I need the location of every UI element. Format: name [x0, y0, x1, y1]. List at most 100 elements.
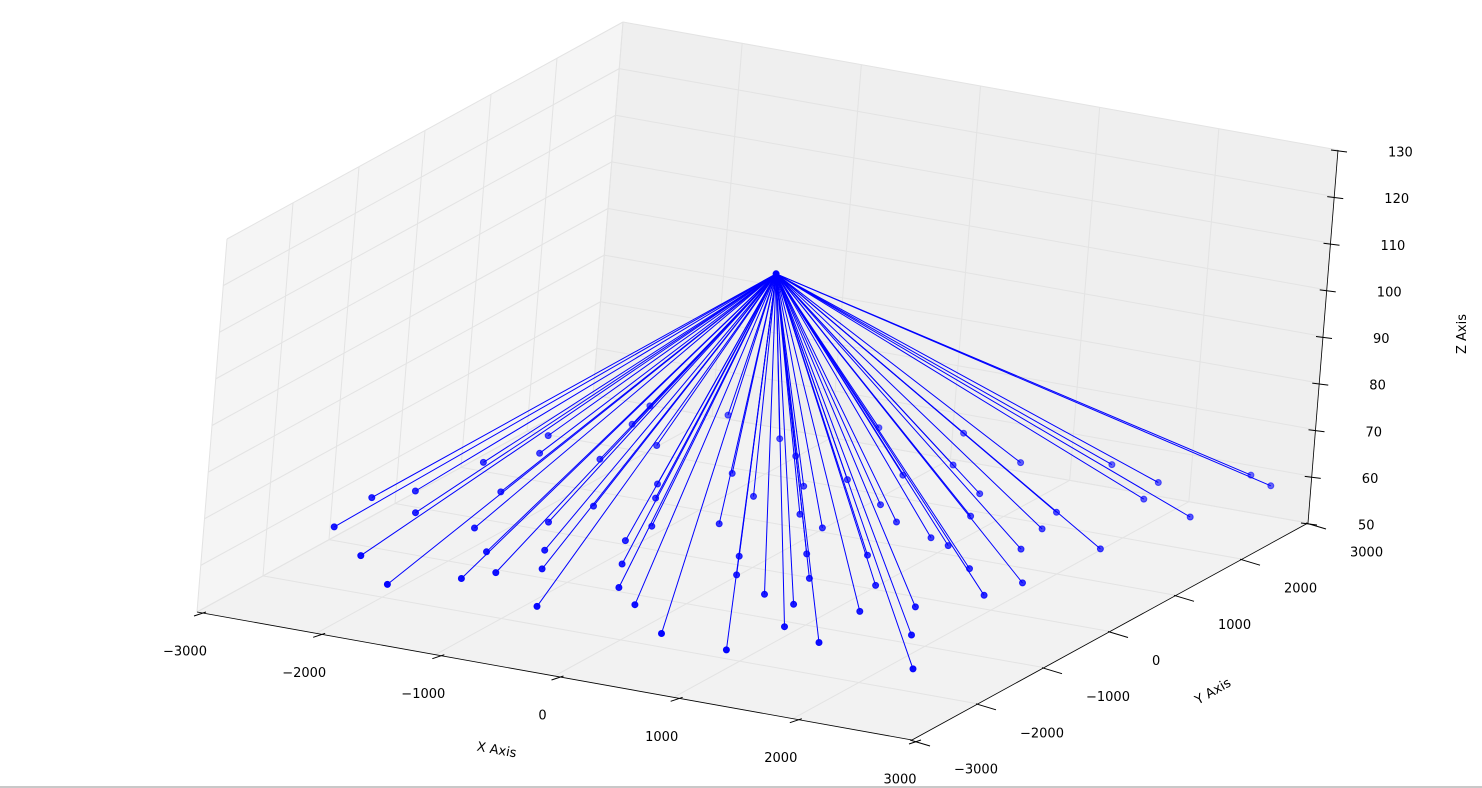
- x-tick-label: 2000: [764, 751, 797, 766]
- z-tick-label: 50: [1358, 519, 1375, 534]
- data-point: [330, 523, 338, 531]
- apex-point: [772, 270, 780, 278]
- data-point: [653, 442, 661, 449]
- x-tick-mark: [670, 696, 683, 702]
- data-line: [544, 273, 777, 551]
- grid-line-z-back: [604, 254, 1320, 384]
- z-tick-mark: [1330, 149, 1348, 153]
- data-point: [658, 630, 665, 637]
- data-line: [655, 273, 777, 499]
- y-tick-mark: [1173, 594, 1195, 602]
- tick-labels: −3000−2000−10000100020003000−3000−2000−1…: [163, 146, 1413, 788]
- data-point: [497, 488, 505, 496]
- data-point: [715, 520, 723, 528]
- z-tick-mark: [1300, 522, 1318, 526]
- data-point: [654, 480, 661, 488]
- data-point: [628, 420, 636, 428]
- data-point: [1053, 508, 1060, 516]
- grid-line-z-left: [204, 301, 601, 520]
- x-tick-mark: [789, 718, 802, 724]
- data-line: [474, 273, 777, 529]
- z-tick-label: 100: [1377, 285, 1402, 300]
- data-point: [781, 623, 788, 631]
- grid-line-z-back: [607, 208, 1324, 337]
- data-line: [775, 273, 877, 586]
- z-tick-label: 70: [1366, 425, 1383, 440]
- data-point: [492, 569, 500, 577]
- data-point: [803, 550, 811, 558]
- x-axis-line: [196, 611, 913, 741]
- y-tick-label: 2000: [1284, 582, 1317, 597]
- data-point: [893, 518, 900, 526]
- grid-line-y-floor: [262, 575, 979, 705]
- data-point: [796, 510, 804, 518]
- data-line: [764, 273, 777, 595]
- data-point: [618, 560, 626, 568]
- data-point: [911, 603, 919, 611]
- data-point: [815, 639, 823, 646]
- data-line: [738, 273, 777, 557]
- data-point: [545, 518, 552, 526]
- grid-line-y-floor: [526, 430, 1243, 560]
- data-point: [875, 424, 883, 432]
- data-point: [776, 435, 784, 443]
- data-line: [775, 273, 1023, 584]
- data-lines: [333, 273, 1271, 670]
- z-tick-label: 130: [1388, 146, 1413, 161]
- z-tick-mark: [1327, 196, 1344, 200]
- data-line: [775, 273, 880, 428]
- x-axis-title: X Axis: [476, 740, 518, 762]
- data-point: [980, 591, 988, 599]
- grid-line-z-left: [223, 68, 620, 287]
- y-tick-label: 1000: [1218, 618, 1251, 633]
- x-tick-mark: [193, 611, 207, 617]
- z-axis-title: Z Axis: [1455, 314, 1470, 354]
- data-point: [735, 552, 743, 560]
- axis-lines: [193, 149, 1348, 747]
- data-point: [722, 646, 730, 654]
- grid-line-z-left: [215, 161, 612, 380]
- data-point: [843, 476, 851, 484]
- data-line: [775, 273, 797, 457]
- data-line: [775, 273, 805, 487]
- x-tick-label: 3000: [883, 773, 916, 788]
- data-point: [648, 522, 656, 530]
- data-line: [775, 273, 914, 670]
- data-line: [483, 273, 777, 463]
- data-line: [775, 273, 781, 439]
- data-point: [1267, 482, 1275, 490]
- x-tick-label: −3000: [163, 645, 207, 660]
- data-line: [775, 273, 912, 636]
- data-point: [733, 571, 741, 579]
- data-line: [387, 273, 777, 585]
- data-point: [471, 524, 478, 532]
- data-point: [790, 600, 798, 608]
- x-tick-label: 0: [538, 709, 546, 724]
- grid-line-z-left: [196, 394, 594, 613]
- data-point: [1017, 545, 1025, 553]
- data-point: [724, 411, 732, 419]
- data-point: [1017, 459, 1025, 467]
- data-line: [651, 273, 777, 527]
- data-point: [877, 501, 884, 509]
- data-point: [411, 487, 419, 495]
- x-tick-mark: [313, 632, 326, 638]
- data-point: [533, 602, 541, 610]
- data-point: [1247, 471, 1255, 479]
- data-line: [775, 273, 795, 605]
- data-point: [1038, 525, 1046, 533]
- x-tick-label: −1000: [401, 687, 445, 702]
- data-line: [415, 273, 777, 492]
- y-tick-mark: [1041, 667, 1063, 675]
- data-point: [818, 524, 826, 532]
- data-line: [656, 273, 777, 446]
- data-line: [775, 273, 823, 528]
- data-line: [599, 273, 777, 460]
- data-point: [536, 449, 544, 457]
- data-line: [539, 273, 777, 454]
- data-point: [864, 551, 871, 559]
- data-line: [624, 273, 777, 541]
- data-point: [483, 548, 490, 556]
- grid-line-z-back: [600, 301, 1316, 431]
